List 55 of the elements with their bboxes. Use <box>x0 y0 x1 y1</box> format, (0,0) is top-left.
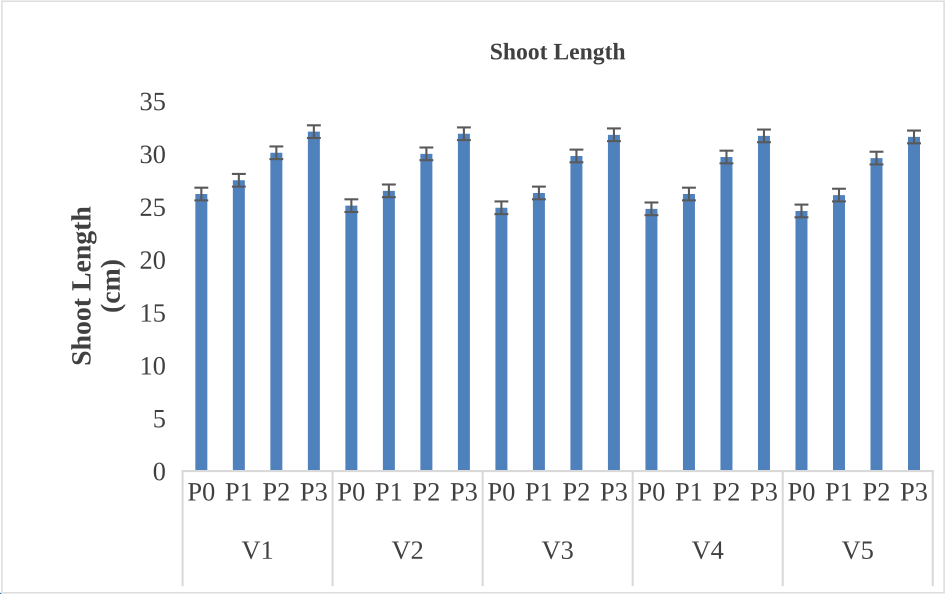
bar <box>532 192 545 472</box>
chart-title: Shoot Length <box>491 42 626 65</box>
y-tick-label: 30 <box>140 145 165 164</box>
x-tick-label: P2 <box>563 482 589 500</box>
bar <box>570 156 582 472</box>
text: V4 <box>692 541 724 560</box>
bar <box>458 134 470 472</box>
text: V1 <box>242 541 272 560</box>
x-tick-label: P0 <box>488 482 514 501</box>
y-tick-label: 15 <box>142 304 165 322</box>
bar <box>495 208 508 472</box>
x-tick-label: P2 <box>863 482 889 500</box>
text: V5 <box>842 542 873 560</box>
bar <box>720 157 732 472</box>
x-tick-label: P0 <box>188 482 214 501</box>
bar <box>195 194 208 472</box>
x-tick-label: P3 <box>300 482 327 501</box>
bar <box>682 194 695 472</box>
text: V3 <box>542 541 573 560</box>
x-tick-label: P2 <box>713 482 739 500</box>
x-tick-label: P0 <box>338 482 364 501</box>
x-tick-label: P1 <box>526 483 552 500</box>
y-tick-label: 0 <box>154 462 165 480</box>
bar <box>232 180 245 472</box>
bar <box>382 190 395 472</box>
x-tick-label: P3 <box>900 482 927 501</box>
x-tick-label: P1 <box>376 483 402 500</box>
bar <box>308 132 320 472</box>
x-tick-label: P0 <box>638 482 664 501</box>
y-tick-label: 25 <box>140 198 165 216</box>
bar <box>420 154 432 472</box>
x-tick-label: P3 <box>450 482 477 501</box>
x-tick-label: P2 <box>413 482 439 500</box>
bar <box>795 210 808 472</box>
bar <box>832 195 845 472</box>
x-tick-label: P0 <box>788 482 814 501</box>
x-tick-label: P3 <box>750 482 777 501</box>
x-tick-label: P1 <box>826 483 852 500</box>
y-axis-title: Shoot Length (cm) <box>71 206 126 364</box>
bar <box>758 136 770 472</box>
y-tick-label: 5 <box>154 410 165 428</box>
bar <box>908 136 920 472</box>
y-tick-label: 10 <box>142 356 165 375</box>
y-tick-label: 20 <box>140 251 165 269</box>
bar <box>645 208 658 472</box>
y-tick-label: 35 <box>140 92 165 110</box>
x-tick-label: P1 <box>676 483 702 500</box>
bar <box>608 134 620 472</box>
text: V2 <box>392 541 422 560</box>
x-tick-label: P3 <box>600 482 627 501</box>
x-tick-label: P2 <box>263 482 289 500</box>
bar <box>270 152 282 472</box>
bar <box>345 206 358 472</box>
x-tick-label: P1 <box>226 483 252 500</box>
bar <box>870 158 882 472</box>
